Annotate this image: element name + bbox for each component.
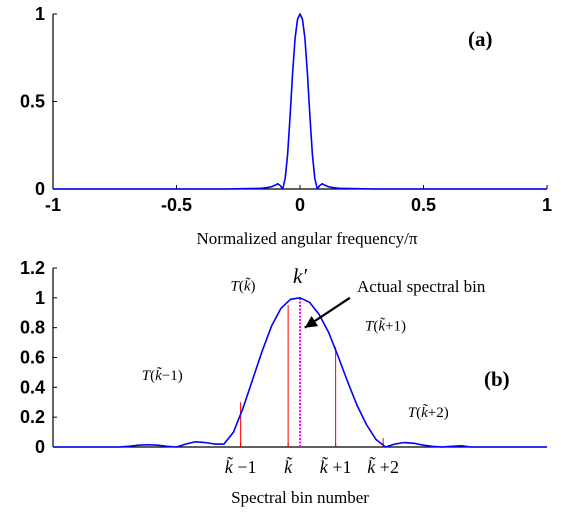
panel-b-chart: 0 0.2 0.4 0.6 0.8 1 1.2 k̃ −1 k̃ k̃ +1 k̃ +2 T(k̃−… bbox=[20, 258, 547, 507]
panel-a-series bbox=[53, 13, 547, 190]
panel-a-y-tick-label: 0 bbox=[35, 179, 45, 199]
panel-a-x-tick-label: 1 bbox=[542, 195, 552, 215]
panel-a-x-tick-label: 0 bbox=[295, 195, 305, 215]
panel-a-y-tick-label: 0.5 bbox=[20, 92, 45, 112]
panel-b-label: (b) bbox=[484, 367, 510, 391]
panel-a-x-tick-label: -0.5 bbox=[161, 195, 192, 215]
panel-b-x-tick-label: k̃ bbox=[284, 456, 293, 477]
panel-b-y-tick-label: 1 bbox=[35, 288, 45, 308]
panel-b-y-tick-label: 0.8 bbox=[20, 318, 45, 338]
panel-b-ticks: 0 0.2 0.4 0.6 0.8 1 1.2 k̃ −1 k̃ k̃ +1 k̃ +2 bbox=[20, 258, 399, 477]
panel-a-chart: -1 -0.5 0 0.5 1 0 0.5 1 (a) Normalized angular … bbox=[20, 4, 552, 248]
panel-b-sample-lines bbox=[240, 297, 384, 447]
panel-a-line-series bbox=[53, 13, 547, 190]
panel-b-arrow-text: Actual spectral bin bbox=[357, 277, 486, 296]
panel-a-ticks: -1 -0.5 0 0.5 1 0 0.5 1 bbox=[20, 4, 552, 215]
panel-a-x-axis-label: Normalized angular frequency/π bbox=[197, 229, 418, 248]
panel-b-y-tick-label: 0.4 bbox=[20, 377, 45, 397]
panel-b-x-tick-label: k̃ −1 bbox=[225, 456, 257, 477]
panel-b-actual-bin-label: k′ bbox=[293, 264, 307, 288]
panel-a-label: (a) bbox=[468, 27, 493, 51]
panel-b-sample-annotation: T(k̃+2) bbox=[408, 404, 449, 421]
panel-a-x-tick-label: 0.5 bbox=[411, 195, 436, 215]
panel-b-line-series bbox=[53, 297, 547, 448]
panel-b-y-tick-label: 0.2 bbox=[20, 407, 45, 427]
panel-b-sample-annotation: T(k̃−1) bbox=[142, 367, 183, 384]
panel-b-arrow-head bbox=[304, 316, 319, 328]
panel-b-x-axis-label: Spectral bin number bbox=[231, 488, 369, 507]
panel-b-y-tick-label: 1.2 bbox=[20, 258, 45, 278]
panel-a-y-tick-label: 1 bbox=[35, 4, 45, 24]
panel-b-sample-annotation: T(k̃+1) bbox=[365, 318, 406, 335]
panel-b-x-tick-label: k̃ +2 bbox=[367, 456, 399, 477]
panel-a-x-tick-label: -1 bbox=[45, 195, 61, 215]
panel-b-y-tick-label: 0.6 bbox=[20, 348, 45, 368]
panel-b-annotations: T(k̃−1) T(k̃) T(k̃+1) T(k̃+2) k′ Actual spect… bbox=[142, 264, 486, 421]
panel-b-series bbox=[53, 297, 547, 448]
panel-b-x-tick-label: k̃ +1 bbox=[320, 456, 352, 477]
panel-b-y-tick-label: 0 bbox=[35, 437, 45, 457]
panel-b-sample-annotation: T(k̃) bbox=[230, 277, 255, 294]
